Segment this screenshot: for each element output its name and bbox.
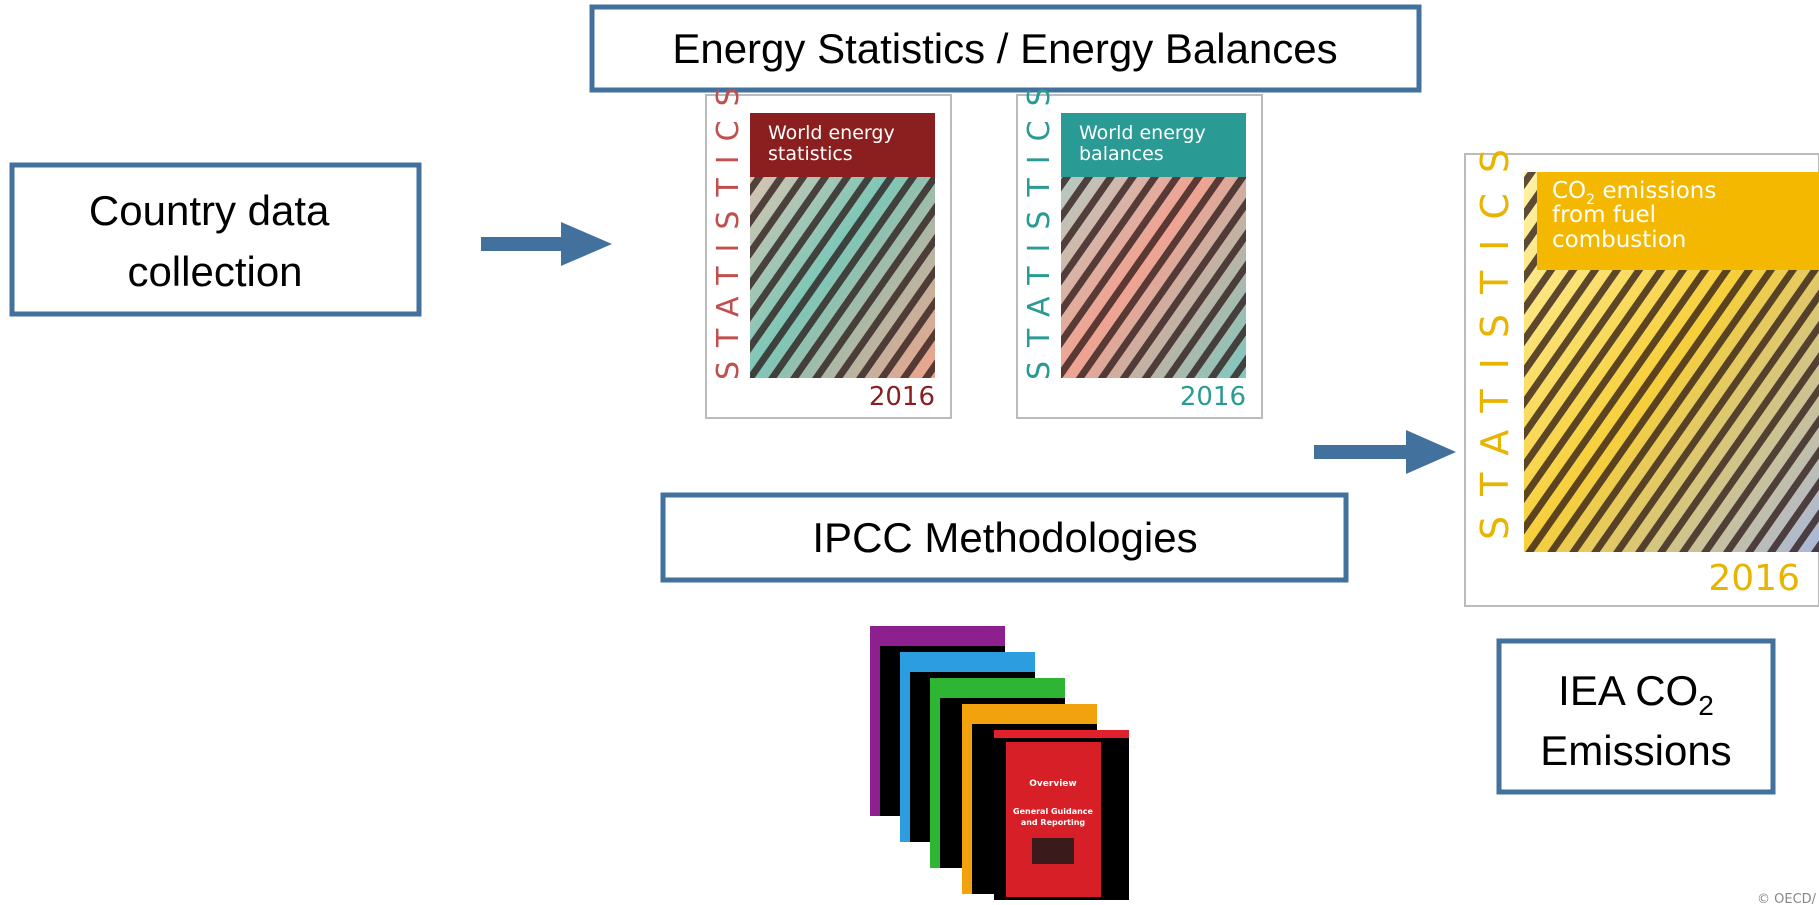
ipcc-sub-line: and Reporting — [1021, 818, 1086, 827]
cover-title-line: balances — [1079, 143, 1164, 165]
cover-title-line: World energy — [1079, 122, 1206, 144]
cover-side: STATISTICS — [1473, 129, 1517, 540]
cover-year: 2016 — [1708, 558, 1800, 599]
ipcc-sub-line: General Guidance — [1013, 807, 1094, 816]
cover-title-line: combustion — [1552, 227, 1686, 253]
cover-side: STATISTICS — [1022, 73, 1057, 380]
ipcc-label: IPCC Methodologies — [812, 514, 1197, 561]
energy-label: Energy Statistics / Energy Balances — [672, 25, 1337, 72]
cover-year: 2016 — [869, 382, 935, 412]
cover-title-line: World energy — [768, 122, 895, 144]
ipcc-book-title: Overview — [1029, 779, 1076, 789]
arrow — [481, 222, 612, 266]
iea-label-2: Emissions — [1540, 727, 1731, 774]
arrow — [1314, 430, 1456, 474]
iea-sub: 2 — [1698, 690, 1714, 721]
cover-year: 2016 — [1180, 382, 1246, 412]
cover-side: STATISTICS — [711, 73, 746, 380]
country-line: collection — [127, 248, 302, 295]
cover-title-line: CO — [1552, 178, 1586, 204]
cover-title-line: statistics — [768, 143, 853, 165]
footer: © OECD/ — [1757, 892, 1817, 905]
diagram: Energy Statistics / Energy Balances Coun… — [0, 0, 1819, 905]
cover-title-line: emissions — [1595, 178, 1716, 204]
cover-title-line: from fuel — [1552, 202, 1656, 228]
iea-text: IEA CO — [1558, 667, 1698, 714]
iea-label: IEA CO2 — [1558, 667, 1714, 721]
ipcc-books: Overview General Guidance and Reporting — [870, 626, 1129, 900]
country-line: Country data — [89, 187, 330, 234]
